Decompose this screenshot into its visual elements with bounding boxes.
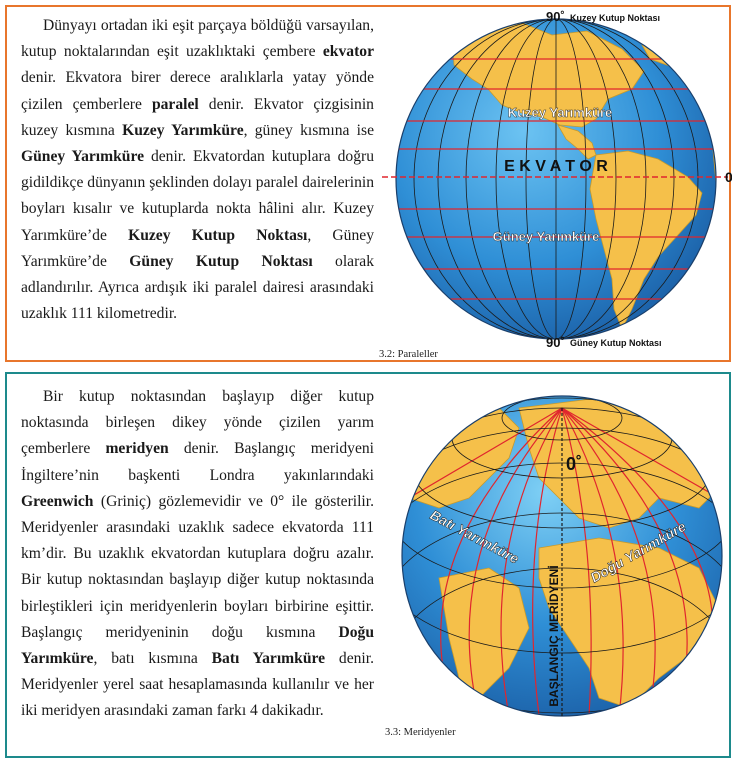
bold-term: Kuzey Yarımküre xyxy=(122,121,244,139)
text-run: , Güney Yarımküre’de xyxy=(21,226,374,270)
south-pole-degree: 90˚ xyxy=(546,335,565,350)
meridyenler-paragraph: Bir kutup noktasından başlayıp diğer kut… xyxy=(21,384,374,725)
meridyenler-section: Bir kutup noktasından başlayıp diğer kut… xyxy=(5,372,731,758)
globe-parallels-figure: E K V A T O R 0˚ Kuzey Yarımküre Güney Y… xyxy=(382,9,732,350)
bold-term: paralel xyxy=(151,95,199,113)
paralleller-paragraph: Dünyayı ortadan iki eşit parçaya böldüğü… xyxy=(21,13,374,327)
text-run: denir. Ekvatora birer derece aralıklarla… xyxy=(21,69,374,113)
south-america-land xyxy=(438,567,530,699)
north-pole-degree: 90˚ xyxy=(546,9,565,24)
prime-meridian-label: BAŞLANGIÇ MERİDYENİ xyxy=(546,565,561,706)
text-run: Dünyayı ortadan iki eşit parçaya böldüğü… xyxy=(21,17,374,61)
text-run: denir. Meridyenler yerel saat hesaplamas… xyxy=(21,650,374,720)
text-run: olarak adlandırılır. Ayrıca ardışık iki … xyxy=(21,252,374,323)
text-run: , güney kısmına ise xyxy=(243,121,374,139)
text-run: Bir kutup noktasından başlayıp diğer kut… xyxy=(21,388,374,458)
north-hemisphere-label: Kuzey Yarımküre xyxy=(508,105,613,120)
bold-term: Greenwich xyxy=(21,492,94,510)
prime-meridian-degree: 0˚ xyxy=(566,454,582,474)
south-hemisphere-label: Güney Yarımküre xyxy=(493,229,600,244)
bold-term: Doğu Yarımküre xyxy=(21,623,374,668)
bold-term: Batı Yarımküre xyxy=(211,650,326,668)
central-america-land xyxy=(557,124,597,160)
text-run: denir. Ekvator çizgisinin kuzey kısmına xyxy=(21,95,374,139)
equator-label: E K V A T O R xyxy=(504,158,608,175)
text-run: denir. Başlangıç meridyeni İngiltere’nin… xyxy=(21,440,374,484)
text-run: (Griniç) gözlemevidir ve 0° ile gösteril… xyxy=(21,492,374,641)
south-america-land xyxy=(589,150,703,330)
figure-caption-paralleller: 3.2: Paraleller xyxy=(379,349,438,360)
south-pole-label: Güney Kutup Noktası xyxy=(570,338,662,348)
bold-term: Güney Yarımküre xyxy=(21,148,145,166)
north-america-land xyxy=(451,22,645,128)
north-pole-label: Kuzey Kutup Noktası xyxy=(570,13,660,23)
globe-meridians-figure: 0˚ BAŞLANGIÇ MERİDYENİ Batı Yarımküre Do… xyxy=(401,395,723,717)
text-run: denir. Ekvatordan kutuplara doğru gidild… xyxy=(21,148,374,244)
figure-caption-meridyenler: 3.3: Meridyenler xyxy=(385,727,456,738)
bold-term: Kuzey Kutup Noktası xyxy=(128,226,308,244)
bold-term: meridyen xyxy=(105,440,169,458)
text-run: , batı kısmına xyxy=(93,650,212,668)
zero-degree-label: 0˚ xyxy=(725,169,732,185)
paralleller-section: Dünyayı ortadan iki eşit parçaya böldüğü… xyxy=(5,5,732,362)
bold-term: ekvator xyxy=(322,43,374,61)
bold-term: Güney Kutup Noktası xyxy=(129,252,313,270)
grid-lines xyxy=(413,19,699,339)
